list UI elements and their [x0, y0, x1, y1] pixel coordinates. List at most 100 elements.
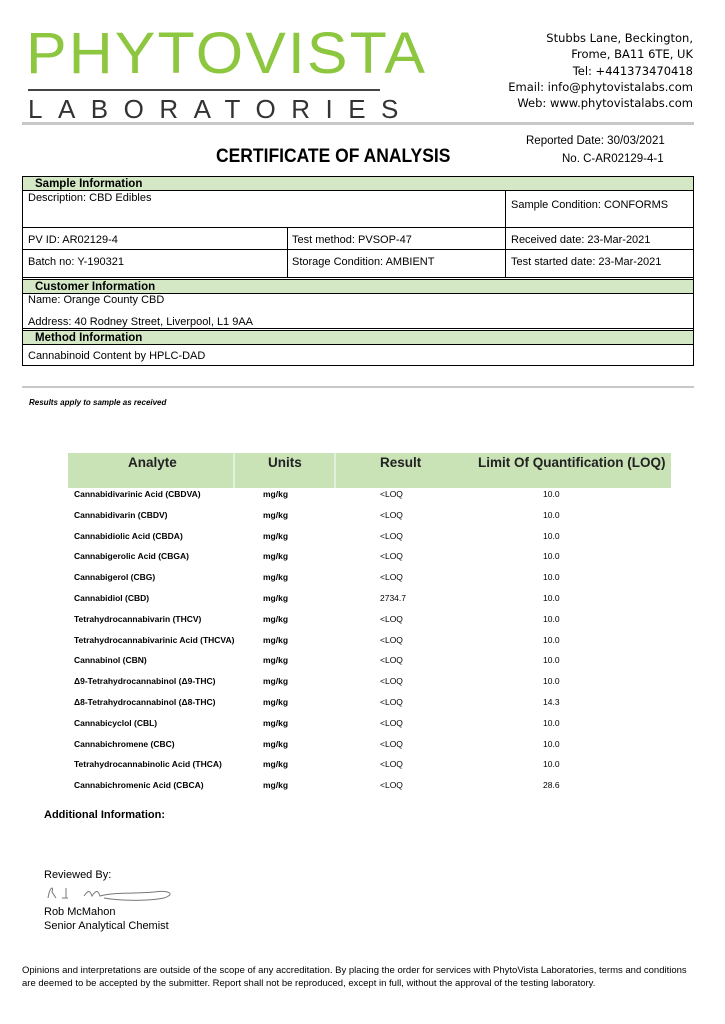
- result-cell: <LOQ: [380, 489, 403, 499]
- method-info-heading: Method Information: [23, 330, 693, 345]
- reviewed-by-label: Reviewed By:: [44, 869, 112, 881]
- table-row: Tetrahydrocannabivarinic Acid (THCVA) mg/…: [74, 635, 674, 655]
- table-row: Cannabichromene (CBC) mg/kg <LOQ 10.0: [74, 739, 674, 759]
- result-cell: <LOQ: [380, 717, 403, 728]
- table-row: Δ9-Tetrahydrocannabinol (Δ9-THC) mg/kg <LO…: [74, 676, 674, 696]
- analyte-cell: Cannabigerolic Acid (CBGA): [74, 551, 189, 562]
- logo-brand: PHYTOVISTA: [26, 21, 428, 86]
- units-cell: mg/kg: [263, 697, 289, 707]
- results-note: Results apply to sample as received: [29, 398, 167, 407]
- result-cell: <LOQ: [380, 530, 403, 541]
- loq-cell: 10.0: [543, 572, 560, 583]
- units-cell: mg/kg: [263, 634, 289, 645]
- reviewer-role: Senior Analytical Chemist: [44, 920, 169, 932]
- report-number: No. C-AR02129-4-1: [562, 153, 664, 165]
- table-row: Cannabicyclol (CBL) mg/kg <LOQ 10.0: [74, 718, 674, 738]
- result-cell: <LOQ: [380, 613, 403, 624]
- report-meta: Reported Date: 30/03/2021 No. C-AR02129-…: [526, 132, 665, 168]
- analyte-cell: Cannabichromene (CBC): [74, 738, 175, 749]
- address-line: Frome, BA11 6TE, UK: [571, 47, 693, 62]
- table-row: Δ8-Tetrahydrocannabinol (Δ8-THC) mg/kg <LO…: [74, 697, 674, 717]
- loq-cell: 10.0: [543, 655, 560, 666]
- loq-cell: 10.0: [543, 551, 560, 562]
- result-cell: <LOQ: [380, 676, 403, 687]
- units-cell: mg/kg: [263, 551, 289, 562]
- table-row: Cannabidivarin (CBDV) mg/kg <LOQ 10.0: [74, 510, 674, 530]
- units-cell: mg/kg: [263, 676, 289, 687]
- table-row: Cannabichromenic Acid (CBCA) mg/kg <LOQ 28.…: [74, 780, 674, 800]
- result-cell: <LOQ: [380, 572, 403, 583]
- units-cell: mg/kg: [263, 738, 289, 749]
- result-cell: <LOQ: [380, 655, 403, 666]
- analyte-cell: Δ9-Tetrahydrocannabinol (Δ9-THC): [74, 676, 216, 687]
- units-cell: mg/kg: [263, 593, 289, 603]
- loq-cell: 10.0: [543, 634, 560, 645]
- table-row: Cannabigerolic Acid (CBGA) mg/kg <LOQ 10.0: [74, 551, 674, 571]
- page-title: CERTIFICATE OF ANALYSIS: [216, 146, 451, 167]
- signature-image: [47, 887, 171, 901]
- storage-condition: Storage Condition: AMBIENT: [292, 256, 435, 268]
- header-units: Units: [268, 455, 302, 470]
- logo-divider: [28, 89, 380, 91]
- customer-address: Address: 40 Rodney Street, Liverpool, L1…: [28, 316, 254, 328]
- result-cell: <LOQ: [380, 509, 403, 520]
- loq-cell: 10.0: [543, 717, 560, 728]
- units-cell: mg/kg: [263, 780, 289, 791]
- analyte-cell: Cannabichromenic Acid (CBCA): [74, 780, 204, 791]
- reported-date: Reported Date: 30/03/2021: [526, 135, 665, 147]
- sample-info-heading: Sample Information: [23, 177, 693, 191]
- result-cell: <LOQ: [380, 759, 403, 770]
- loq-cell: 10.0: [543, 509, 560, 520]
- units-cell: mg/kg: [263, 655, 289, 666]
- loq-cell: 28.6: [543, 780, 560, 791]
- test-started-date: Test started date: 23-Mar-2021: [511, 256, 662, 268]
- loq-cell: 10.0: [543, 530, 560, 541]
- table-row: Tetrahydrocannabivarin (THCV) mg/kg <LOQ 10…: [74, 614, 674, 634]
- phone: Tel: +441373470418: [572, 63, 693, 78]
- loq-cell: 14.3: [543, 697, 560, 707]
- analyte-cell: Cannabinol (CBN): [74, 655, 147, 666]
- analyte-cell: Cannabigerol (CBG): [74, 572, 156, 583]
- units-cell: mg/kg: [263, 530, 289, 541]
- email: Email: info@phytovistalabs.com: [508, 79, 693, 94]
- header-analyte: Analyte: [128, 455, 177, 470]
- batch-no: Batch no: Y-190321: [28, 256, 125, 268]
- result-cell: <LOQ: [380, 634, 403, 645]
- result-cell: <LOQ: [380, 697, 403, 707]
- header-loq: Limit Of Quantification (LOQ): [478, 455, 666, 470]
- disclaimer: Opinions and interpretations are outside…: [22, 965, 687, 989]
- loq-cell: 10.0: [543, 613, 560, 624]
- analyte-cell: Cannabicyclol (CBL): [74, 717, 158, 728]
- analyte-cell: Tetrahydrocannabivarinic Acid (THCVA): [74, 634, 235, 645]
- description: Description: CBD Edibles: [28, 192, 152, 204]
- analyte-cell: Cannabidivarin (CBDV): [74, 509, 168, 520]
- reviewer-name: Rob McMahon: [44, 906, 116, 918]
- result-cell: <LOQ: [380, 738, 403, 749]
- table-row: Cannabidiolic Acid (CBDA) mg/kg <LOQ 10.0: [74, 531, 674, 551]
- lab-address: Stubbs Lane, Beckington, Frome, BA11 6TE…: [508, 30, 693, 111]
- units-cell: mg/kg: [263, 759, 289, 770]
- test-method: Test method: PVSOP-47: [292, 234, 412, 246]
- analyte-cell: Cannabidivarinic Acid (CBDVA): [74, 489, 201, 499]
- units-cell: mg/kg: [263, 572, 289, 583]
- table-row: Tetrahydrocannabinolic Acid (THCA) mg/kg <…: [74, 759, 674, 779]
- analyte-cell: Cannabidiol (CBD): [74, 593, 150, 603]
- method-value: Cannabinoid Content by HPLC-DAD: [28, 350, 206, 362]
- address-line: Stubbs Lane, Beckington,: [546, 31, 693, 45]
- received-date: Received date: 23-Mar-2021: [511, 234, 651, 246]
- loq-cell: 10.0: [543, 489, 560, 499]
- analyte-cell: Tetrahydrocannabivarin (THCV): [74, 613, 202, 624]
- table-row: Cannabinol (CBN) mg/kg <LOQ 10.0: [74, 655, 674, 675]
- info-box: Sample Information Description: CBD Edib…: [22, 176, 694, 366]
- result-cell: 2734.7: [380, 593, 406, 603]
- results-table-header: Analyte Units Result Limit Of Quantifica…: [68, 453, 671, 488]
- table-row: Cannabidivarinic Acid (CBDVA) mg/kg <LOQ 10…: [74, 489, 674, 509]
- table-row: Cannabigerol (CBG) mg/kg <LOQ 10.0: [74, 572, 674, 592]
- loq-cell: 10.0: [543, 676, 560, 687]
- table-row: Cannabidiol (CBD) mg/kg 2734.7 10.0: [74, 593, 674, 613]
- analyte-cell: Δ8-Tetrahydrocannabinol (Δ8-THC): [74, 697, 216, 707]
- pv-id: PV ID: AR02129-4: [28, 234, 118, 246]
- units-cell: mg/kg: [263, 613, 289, 624]
- units-cell: mg/kg: [263, 509, 289, 520]
